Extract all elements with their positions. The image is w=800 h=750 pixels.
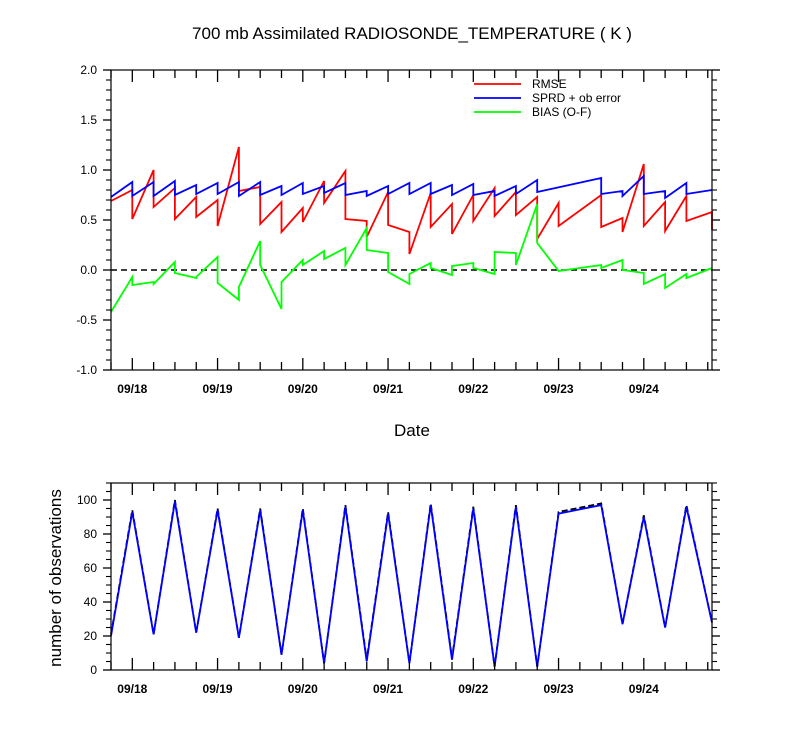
x-tick-label: 09/19 bbox=[203, 382, 233, 396]
x-tick-label: 09/24 bbox=[629, 682, 659, 696]
x-ticks bbox=[110, 70, 709, 370]
y-ticks bbox=[103, 482, 720, 671]
y-tick-label: 80 bbox=[84, 527, 98, 541]
x-tick-label: 09/23 bbox=[544, 682, 574, 696]
y-tick-label: 1.0 bbox=[80, 163, 97, 177]
x-tick-label: 09/23 bbox=[544, 382, 574, 396]
y-axis-label-observations: number of observations bbox=[46, 489, 65, 667]
y-tick-label: 0.0 bbox=[80, 263, 97, 277]
y-tick-label: -1.0 bbox=[76, 363, 97, 377]
x-axis-label: Date bbox=[394, 421, 430, 440]
rmse-panel: RMSE SPRD + ob error BIAS (O-F) 09/18 09/… bbox=[76, 63, 720, 396]
chart-title: 700 mb Assimilated RADIOSONDE_TEMPERATUR… bbox=[192, 24, 632, 43]
y-tick-label: 40 bbox=[84, 595, 98, 609]
y-tick-label: 1.5 bbox=[80, 113, 97, 127]
legend-label-bias: BIAS (O-F) bbox=[532, 105, 591, 119]
y-tick-label: 2.0 bbox=[80, 63, 97, 77]
y-tick-label: -0.5 bbox=[76, 313, 97, 327]
x-tick-label: 09/24 bbox=[629, 382, 659, 396]
series-line-rmse bbox=[110, 146, 713, 255]
series-line-bias-o-f bbox=[110, 203, 713, 313]
x-tick-label: 09/18 bbox=[117, 382, 147, 396]
y-tick-label: 0 bbox=[90, 663, 97, 677]
x-tick-label: 09/21 bbox=[373, 382, 403, 396]
y-tick-label: 20 bbox=[84, 629, 98, 643]
y-tick-label: 0.5 bbox=[80, 213, 97, 227]
x-ticks bbox=[110, 483, 709, 670]
legend-label-sprd: SPRD + ob error bbox=[532, 91, 621, 105]
x-tick-label: 09/18 bbox=[117, 682, 147, 696]
legend-label-rmse: RMSE bbox=[532, 77, 567, 91]
series-line-observations-assimilated bbox=[110, 501, 713, 667]
series-line-sprd-ob-error bbox=[110, 173, 713, 200]
y-ticks bbox=[103, 69, 720, 371]
observations-panel: 09/18 09/19 09/20 09/21 09/22 09/23 09/24 0 20 40… bbox=[77, 482, 720, 696]
legend: RMSE SPRD + ob error BIAS (O-F) bbox=[474, 77, 621, 119]
x-tick-label: 09/20 bbox=[288, 382, 318, 396]
x-tick-label: 09/22 bbox=[458, 382, 488, 396]
y-tick-label: 100 bbox=[77, 493, 97, 507]
x-tick-label: 09/20 bbox=[288, 682, 318, 696]
y-tick-label: 60 bbox=[84, 561, 98, 575]
x-tick-label: 09/21 bbox=[373, 682, 403, 696]
x-tick-label: 09/22 bbox=[458, 682, 488, 696]
x-tick-label: 09/19 bbox=[203, 682, 233, 696]
